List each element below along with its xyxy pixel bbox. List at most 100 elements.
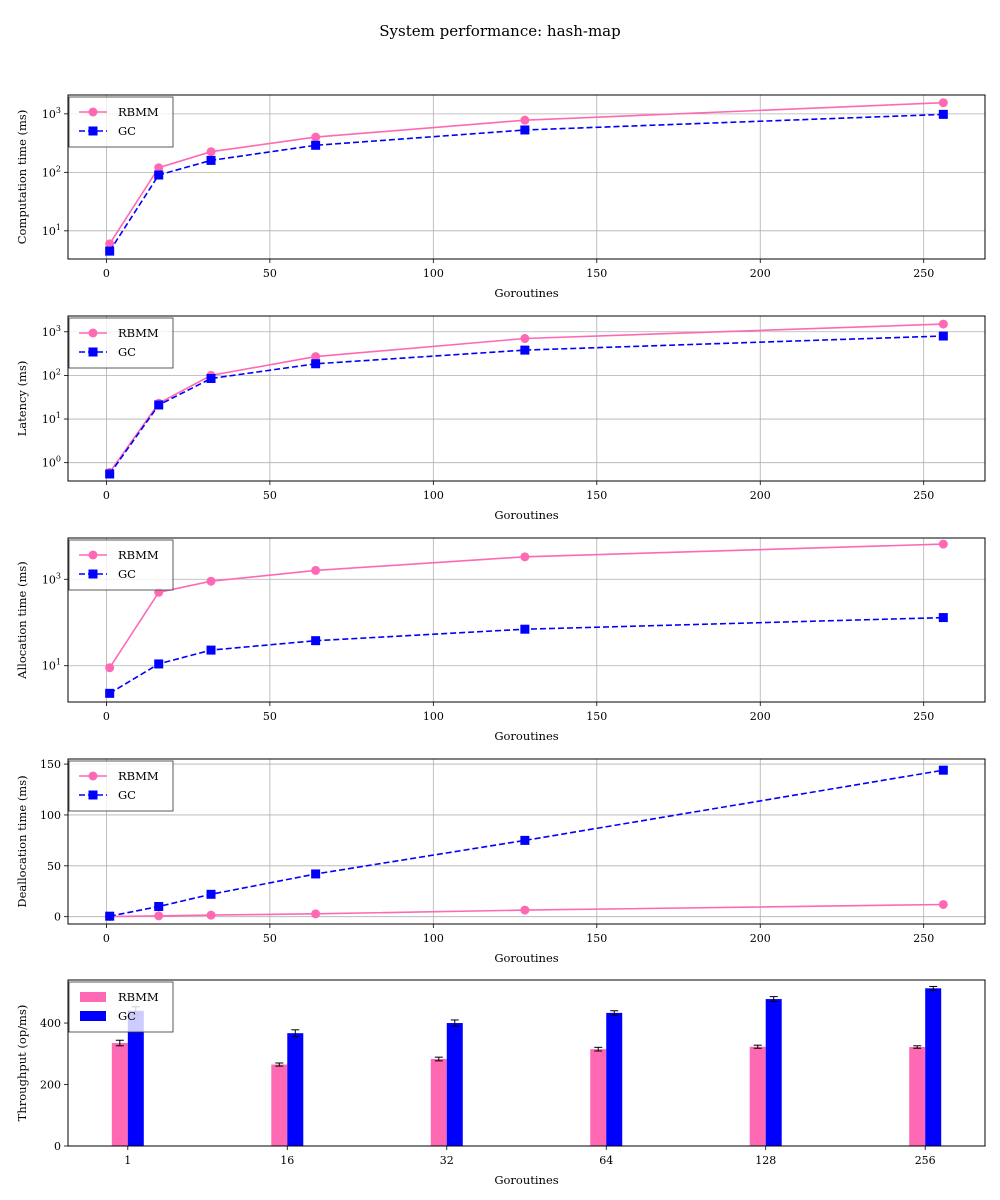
legend-box: [68, 96, 174, 148]
point-gc: [311, 869, 321, 879]
bar-rbmm: [909, 1047, 926, 1146]
point-gc: [938, 765, 948, 775]
series-line-gc: [109, 335, 944, 475]
x-tick-label: 0: [103, 710, 110, 723]
x-tick-label: 250: [913, 932, 934, 945]
y-tick-exponent: 2: [56, 164, 61, 173]
x-tick-label: 16: [280, 1154, 294, 1167]
legend-box: [68, 539, 174, 591]
y-tick-label: 150: [40, 758, 61, 771]
x-axis-label: Goroutines: [494, 729, 558, 743]
plot-frame: [67, 94, 986, 260]
point-rbmm: [154, 163, 164, 173]
point-rbmm: [520, 905, 530, 915]
legend-label-gc: GC: [118, 1009, 136, 1023]
y-tick-exponent: 1: [56, 411, 61, 420]
x-tick-label: 50: [263, 710, 277, 723]
y-axis-label: Throughput (op/ms): [15, 1005, 29, 1122]
point-rbmm: [311, 352, 321, 362]
x-tick-label: 128: [755, 1154, 776, 1167]
series-line-rbmm: [109, 903, 944, 918]
point-rbmm: [938, 899, 948, 909]
point-rbmm: [206, 910, 216, 920]
point-gc: [311, 636, 321, 646]
point-gc: [520, 624, 530, 634]
legend-label-gc: GC: [118, 124, 136, 138]
y-axis-label: Latency (ms): [15, 361, 29, 437]
legend-marker: [88, 771, 98, 781]
y-tick-label: 101: [42, 411, 61, 426]
chart-panel-2: 0 50 100 150 200 250100101102103GoroutinesLat…: [15, 315, 986, 522]
series-line-rbmm: [109, 101, 944, 245]
bar-rbmm: [749, 1046, 766, 1146]
chart-panel-5: 1 16 32 64 128 256 0 200 400 Goroutines Throughput…: [15, 979, 986, 1187]
figure-title: System performance: hash-map: [379, 22, 620, 40]
y-tick-exponent: 1: [56, 658, 61, 667]
bar-gc: [765, 999, 782, 1146]
point-rbmm: [520, 552, 530, 562]
point-gc: [311, 140, 321, 150]
y-tick-exponent: 1: [56, 223, 61, 232]
point-gc: [206, 889, 216, 899]
y-tick-label: 50: [47, 860, 61, 873]
x-tick-label: 250: [913, 489, 934, 502]
y-tick-label: 102: [42, 164, 61, 179]
series-line-rbmm: [109, 323, 944, 473]
point-gc: [154, 902, 164, 912]
legend-label-gc: GC: [118, 788, 136, 802]
x-tick-label: 64: [599, 1154, 613, 1167]
plot-frame: [67, 979, 986, 1147]
point-gc: [206, 373, 216, 383]
point-gc: [154, 659, 164, 669]
series-line-rbmm: [109, 543, 944, 669]
x-tick-label: 150: [586, 489, 607, 502]
x-tick-label: 200: [750, 489, 771, 502]
legend: RBMM GC: [68, 760, 174, 812]
x-tick-label: 0: [103, 932, 110, 945]
chart-panel-4: 0 50 100 150 200 250 0 50 100 150 Goroutines Deallo…: [15, 758, 986, 965]
legend-label-rbmm: RBMM: [118, 326, 159, 340]
series-line-gc: [109, 616, 944, 694]
bar-rbmm: [271, 1064, 288, 1146]
point-rbmm: [938, 319, 948, 329]
x-tick-label: 150: [586, 710, 607, 723]
point-gc: [105, 688, 115, 698]
point-rbmm: [206, 147, 216, 157]
x-tick-label: 0: [103, 489, 110, 502]
x-tick-label: 100: [423, 710, 444, 723]
x-axis-label: Goroutines: [494, 508, 558, 522]
y-tick-exponent: 3: [56, 571, 61, 580]
point-gc: [938, 331, 948, 341]
legend-label-rbmm: RBMM: [118, 990, 159, 1004]
y-axis-label: Computation time (ms): [15, 110, 29, 245]
bar-gc: [446, 1023, 463, 1146]
legend-box: [68, 760, 174, 812]
x-tick-label: 250: [913, 710, 934, 723]
legend-marker: [88, 328, 98, 338]
legend-marker: [88, 347, 98, 357]
x-tick-label: 50: [263, 932, 277, 945]
x-axis-label: Goroutines: [494, 286, 558, 300]
point-gc: [206, 645, 216, 655]
legend-label-rbmm: RBMM: [118, 769, 159, 783]
plot-frame: [67, 537, 986, 703]
bar-gc: [127, 1010, 144, 1146]
point-rbmm: [311, 909, 321, 919]
bar-gc: [606, 1012, 623, 1146]
y-tick-label: 0: [54, 911, 61, 924]
point-gc: [520, 835, 530, 845]
x-tick-label: 250: [913, 267, 934, 280]
legend-marker: [88, 569, 98, 579]
legend: RBMM GC: [68, 317, 174, 369]
point-gc: [938, 613, 948, 623]
bar-rbmm: [430, 1059, 447, 1146]
legend-marker: [88, 126, 98, 136]
legend: RBMM GC: [68, 539, 174, 591]
bar-gc: [287, 1033, 304, 1146]
point-rbmm: [938, 98, 948, 108]
point-rbmm: [154, 911, 164, 921]
x-tick-label: 0: [103, 267, 110, 280]
chart-panel-1: 0 50 100 150 200 250 101 102 103 Goroutines Comput…: [15, 94, 986, 300]
bar-rbmm: [111, 1043, 128, 1146]
